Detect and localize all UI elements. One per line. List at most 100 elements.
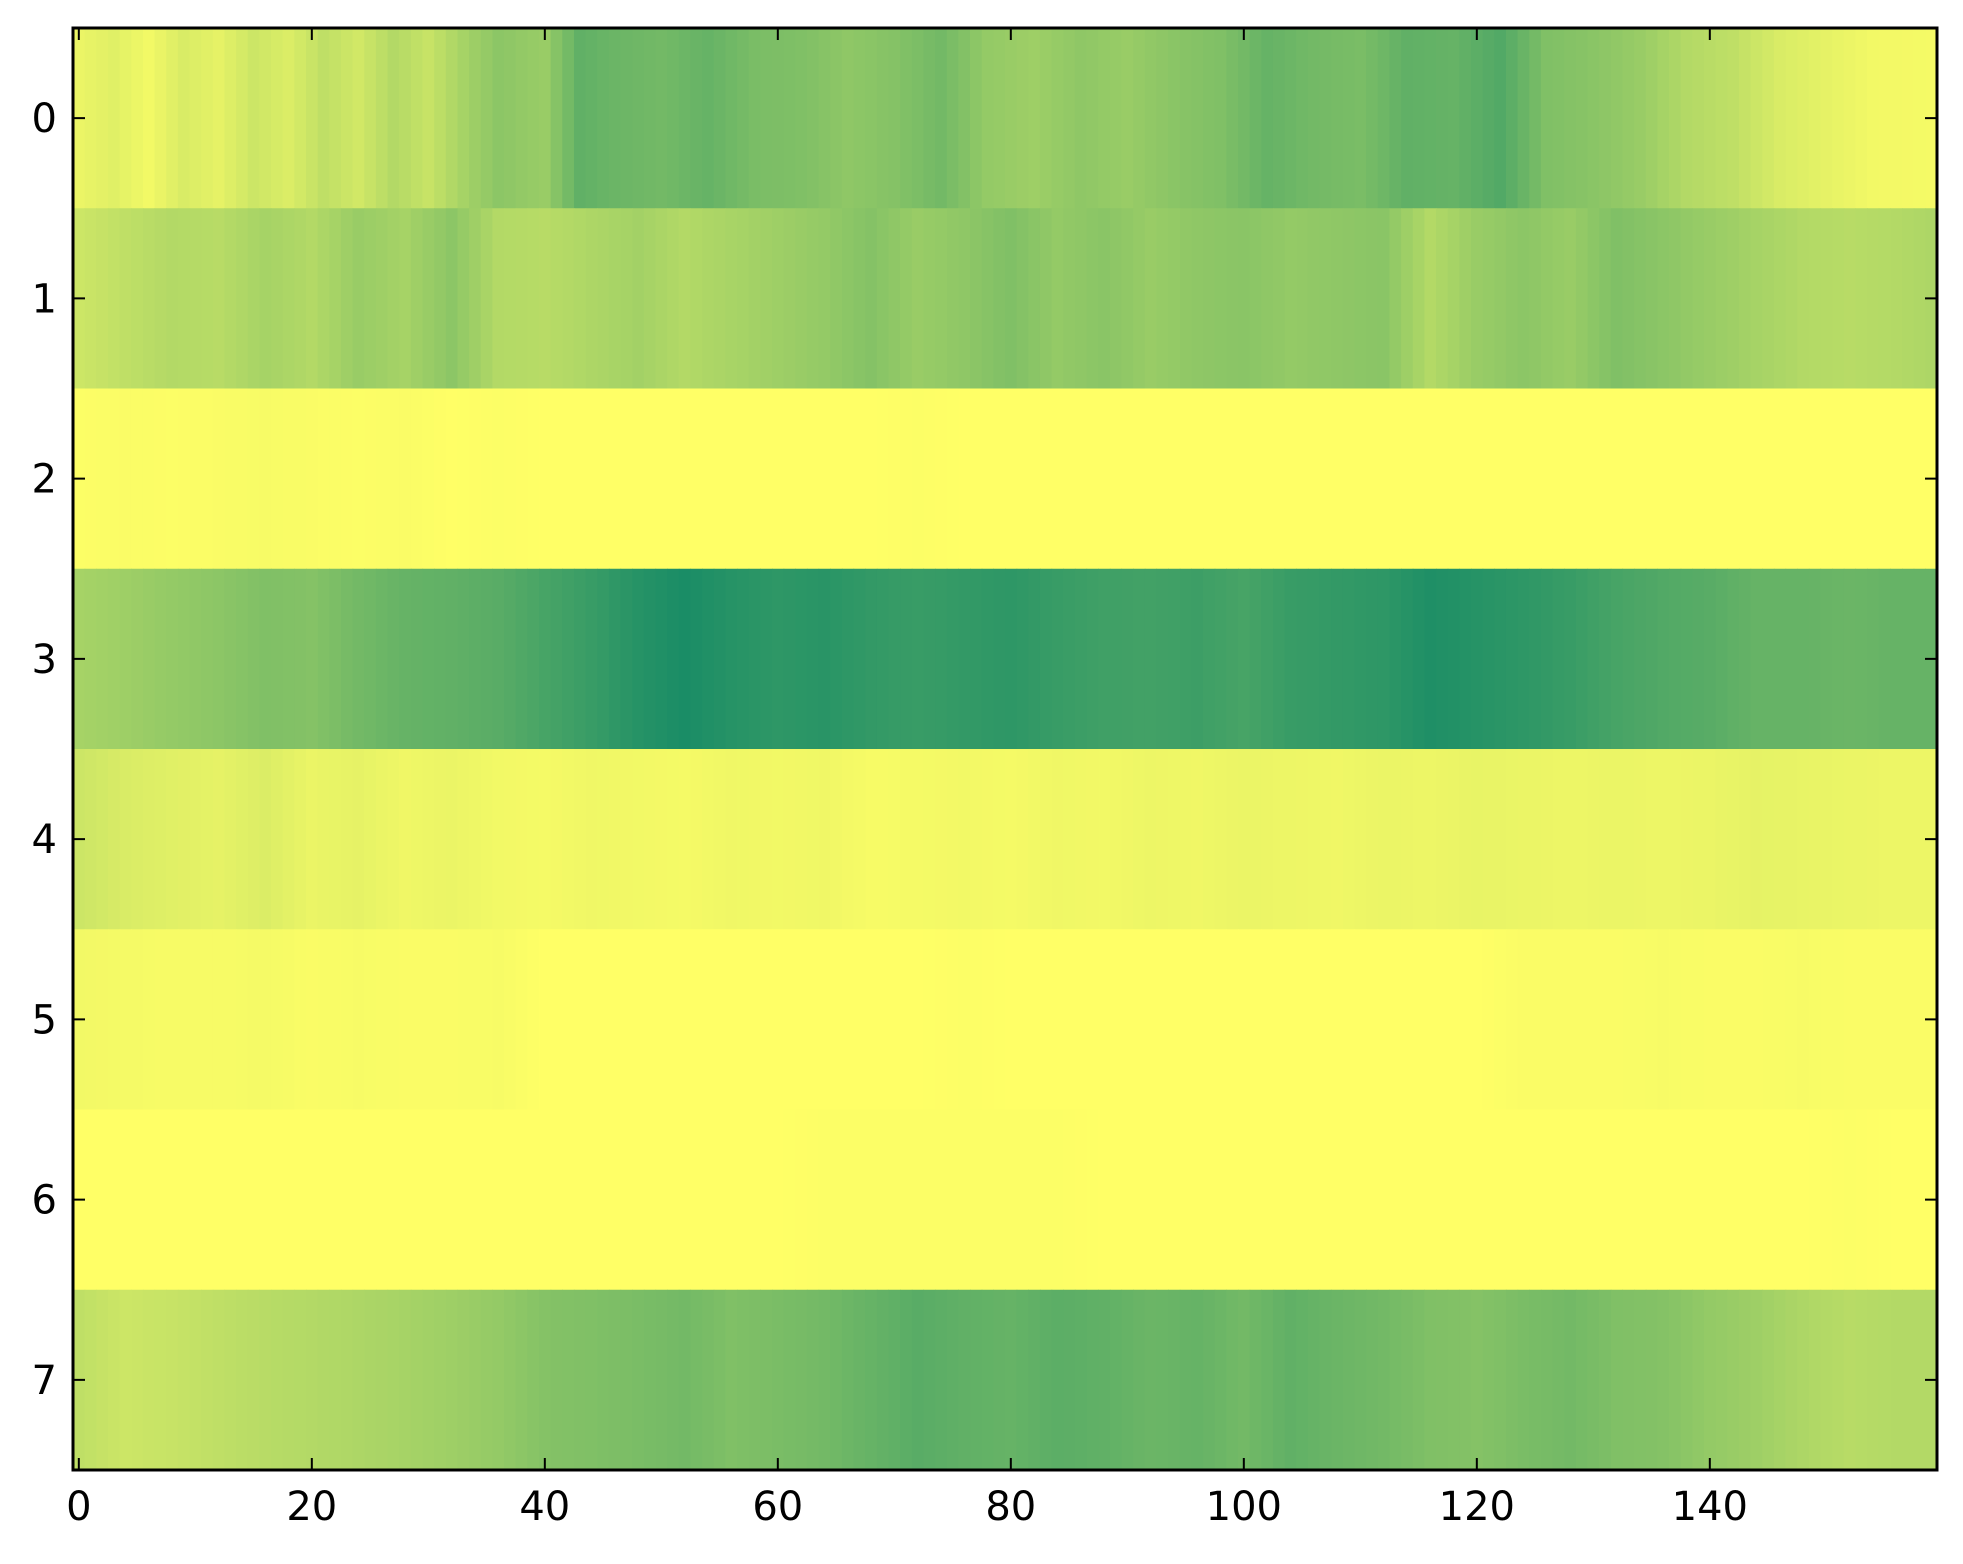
heatmap-cell bbox=[1133, 1109, 1146, 1291]
heatmap-cell bbox=[1505, 929, 1519, 1111]
heatmap-cell bbox=[1191, 388, 1204, 570]
heatmap-cell bbox=[259, 1289, 272, 1471]
x-tick-label: 0 bbox=[66, 1484, 91, 1530]
heatmap-cell bbox=[818, 28, 831, 209]
heatmap-cell bbox=[306, 749, 319, 930]
heatmap-cell bbox=[1261, 388, 1274, 570]
heatmap-cell bbox=[399, 568, 412, 750]
heatmap-cell bbox=[1913, 1289, 1926, 1471]
heatmap-cell bbox=[177, 749, 191, 930]
heatmap-cell bbox=[1622, 1289, 1635, 1471]
heatmap-cell bbox=[1738, 749, 1752, 930]
heatmap-cell bbox=[1517, 749, 1530, 930]
heatmap-cell bbox=[329, 208, 342, 390]
heatmap-cell bbox=[1622, 568, 1635, 750]
heatmap-cell bbox=[1634, 1109, 1647, 1291]
heatmap-cell bbox=[1016, 929, 1029, 1111]
x-tick-label: 120 bbox=[1439, 1484, 1515, 1530]
heatmap-cell bbox=[888, 1109, 901, 1291]
heatmap-cell bbox=[317, 1289, 330, 1471]
heatmap-cell bbox=[166, 1109, 179, 1291]
heatmap-cell bbox=[1575, 1109, 1589, 1291]
heatmap-cell bbox=[725, 568, 738, 750]
heatmap-cell bbox=[1634, 568, 1647, 750]
heatmap-cell bbox=[142, 1109, 156, 1291]
heatmap-cell bbox=[1482, 28, 1495, 209]
heatmap-cell bbox=[1517, 388, 1530, 570]
heatmap-cell bbox=[1785, 568, 1798, 750]
heatmap-cell bbox=[1680, 1289, 1693, 1471]
heatmap-cell bbox=[387, 388, 400, 570]
heatmap-cell bbox=[84, 28, 97, 209]
heatmap-cell bbox=[1389, 388, 1402, 570]
heatmap-cell bbox=[958, 388, 971, 570]
heatmap-cell bbox=[1540, 208, 1554, 390]
heatmap-cell bbox=[888, 1289, 901, 1471]
heatmap-cell bbox=[142, 749, 156, 930]
heatmap-cell bbox=[748, 929, 761, 1111]
heatmap-cell bbox=[1074, 929, 1088, 1111]
heatmap-cell bbox=[748, 749, 761, 930]
heatmap-cell bbox=[1296, 1109, 1309, 1291]
heatmap-cell bbox=[236, 929, 249, 1111]
heatmap-cell bbox=[795, 1109, 808, 1291]
heatmap-cell bbox=[1750, 388, 1763, 570]
heatmap-cell bbox=[387, 28, 400, 209]
heatmap-cell bbox=[1249, 749, 1262, 930]
heatmap-cell bbox=[806, 1289, 820, 1471]
heatmap-cell bbox=[1634, 388, 1647, 570]
heatmap-cell bbox=[96, 1109, 109, 1291]
heatmap-cell bbox=[1436, 388, 1449, 570]
heatmap-cell bbox=[1622, 208, 1635, 390]
heatmap-cell bbox=[1028, 1289, 1041, 1471]
heatmap-cell bbox=[865, 1109, 878, 1291]
heatmap-cell bbox=[667, 28, 680, 209]
heatmap-cell bbox=[585, 749, 598, 930]
heatmap-cell bbox=[329, 28, 342, 209]
heatmap-cell bbox=[667, 568, 680, 750]
heatmap-cell bbox=[923, 568, 936, 750]
heatmap-cell bbox=[632, 1109, 645, 1291]
heatmap-cell bbox=[1808, 568, 1822, 750]
heatmap-cell bbox=[690, 208, 703, 390]
heatmap-cell bbox=[1575, 929, 1589, 1111]
heatmap-cell bbox=[1156, 1289, 1169, 1471]
heatmap-cell bbox=[212, 749, 226, 930]
heatmap-cell bbox=[1284, 388, 1297, 570]
heatmap-cell bbox=[1704, 568, 1717, 750]
heatmap-cell bbox=[1645, 388, 1658, 570]
heatmap-cell bbox=[364, 929, 377, 1111]
heatmap-cell bbox=[1377, 208, 1391, 390]
heatmap-cell bbox=[306, 568, 319, 750]
heatmap-cell bbox=[1133, 568, 1146, 750]
heatmap-cell bbox=[306, 388, 319, 570]
heatmap-cell bbox=[1738, 1109, 1752, 1291]
heatmap-cell bbox=[1878, 1289, 1891, 1471]
heatmap-cell bbox=[1377, 749, 1391, 930]
heatmap-cell bbox=[271, 208, 284, 390]
heatmap-cell bbox=[748, 1289, 761, 1471]
heatmap-cell bbox=[317, 749, 330, 930]
heatmap-cell bbox=[410, 929, 424, 1111]
heatmap-cell bbox=[469, 208, 482, 390]
heatmap-cell bbox=[853, 28, 866, 209]
heatmap-cell bbox=[469, 929, 482, 1111]
heatmap-cell bbox=[1028, 388, 1041, 570]
heatmap-cell bbox=[166, 568, 179, 750]
heatmap-cell bbox=[1529, 208, 1542, 390]
heatmap-cell bbox=[1179, 749, 1192, 930]
heatmap-cell bbox=[1179, 388, 1192, 570]
heatmap-cell bbox=[539, 28, 552, 209]
heatmap-cell bbox=[888, 208, 901, 390]
heatmap-cell bbox=[1086, 1109, 1099, 1291]
heatmap-cell bbox=[119, 1109, 132, 1291]
heatmap-cell bbox=[1704, 929, 1717, 1111]
heatmap-cell bbox=[1704, 28, 1717, 209]
heatmap-cell bbox=[1552, 749, 1565, 930]
heatmap-cell bbox=[655, 568, 668, 750]
heatmap-cell bbox=[1389, 929, 1402, 1111]
heatmap-cell bbox=[457, 929, 470, 1111]
heatmap-cell bbox=[410, 388, 424, 570]
heatmap-cell bbox=[783, 568, 796, 750]
heatmap-cell bbox=[422, 749, 435, 930]
